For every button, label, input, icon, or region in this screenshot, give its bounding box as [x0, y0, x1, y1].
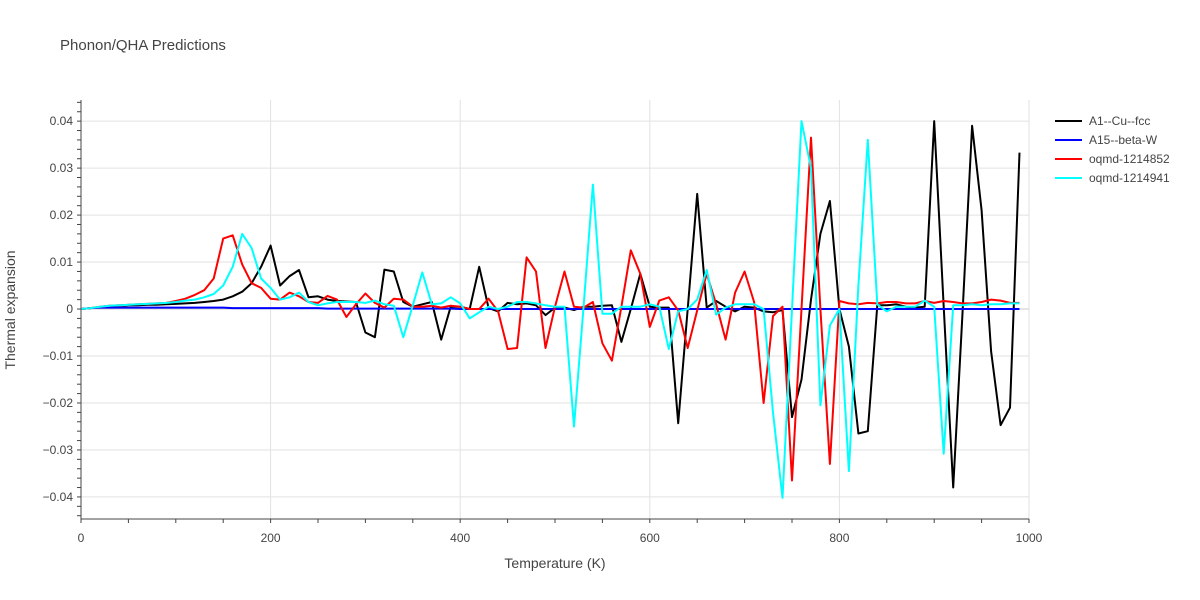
y-tick-label: 0.03 [50, 161, 74, 175]
series-line-A15--beta-W [80, 306, 1020, 310]
y-tick-label: −0.04 [43, 490, 74, 504]
y-tick-label: 0.04 [50, 114, 74, 128]
series-line-oqmd-1214941 [80, 120, 1020, 499]
legend-item-label: A1--Cu--fcc [1089, 114, 1150, 128]
x-tick-label: 1000 [1016, 531, 1043, 545]
y-tick-label: 0 [66, 302, 73, 316]
legend-item-label: oqmd-1214852 [1089, 152, 1170, 166]
y-tick-label: −0.01 [43, 349, 74, 363]
y-tick-label: 0.02 [50, 208, 74, 222]
legend-item-label: oqmd-1214941 [1089, 171, 1170, 185]
x-tick-label: 800 [829, 531, 849, 545]
y-axis-label: Thermal expansion [2, 250, 18, 369]
series-line-A1--Cu--fcc [80, 120, 1021, 489]
y-tick-label: −0.03 [43, 443, 74, 457]
x-tick-label: 600 [640, 531, 660, 545]
series-lines [80, 120, 1021, 499]
x-tick-label: 0 [78, 531, 85, 545]
legend-item-label: A15--beta-W [1089, 133, 1158, 147]
y-tick-label: −0.02 [43, 396, 74, 410]
legend: A1--Cu--fcc A15--beta-W oqmd-1214852 oqmd-1… [1055, 114, 1170, 185]
chart-title: Phonon/QHA Predictions [60, 37, 226, 54]
y-tick-label: 0.01 [50, 255, 74, 269]
axes: 0 200 400 600 800 1000 −0.04 −0.03 −0.02 −0.01 0 0.… [43, 100, 1043, 545]
x-axis-label: Temperature (K) [504, 555, 605, 571]
x-tick-label: 400 [450, 531, 470, 545]
x-tick-label: 200 [261, 531, 281, 545]
